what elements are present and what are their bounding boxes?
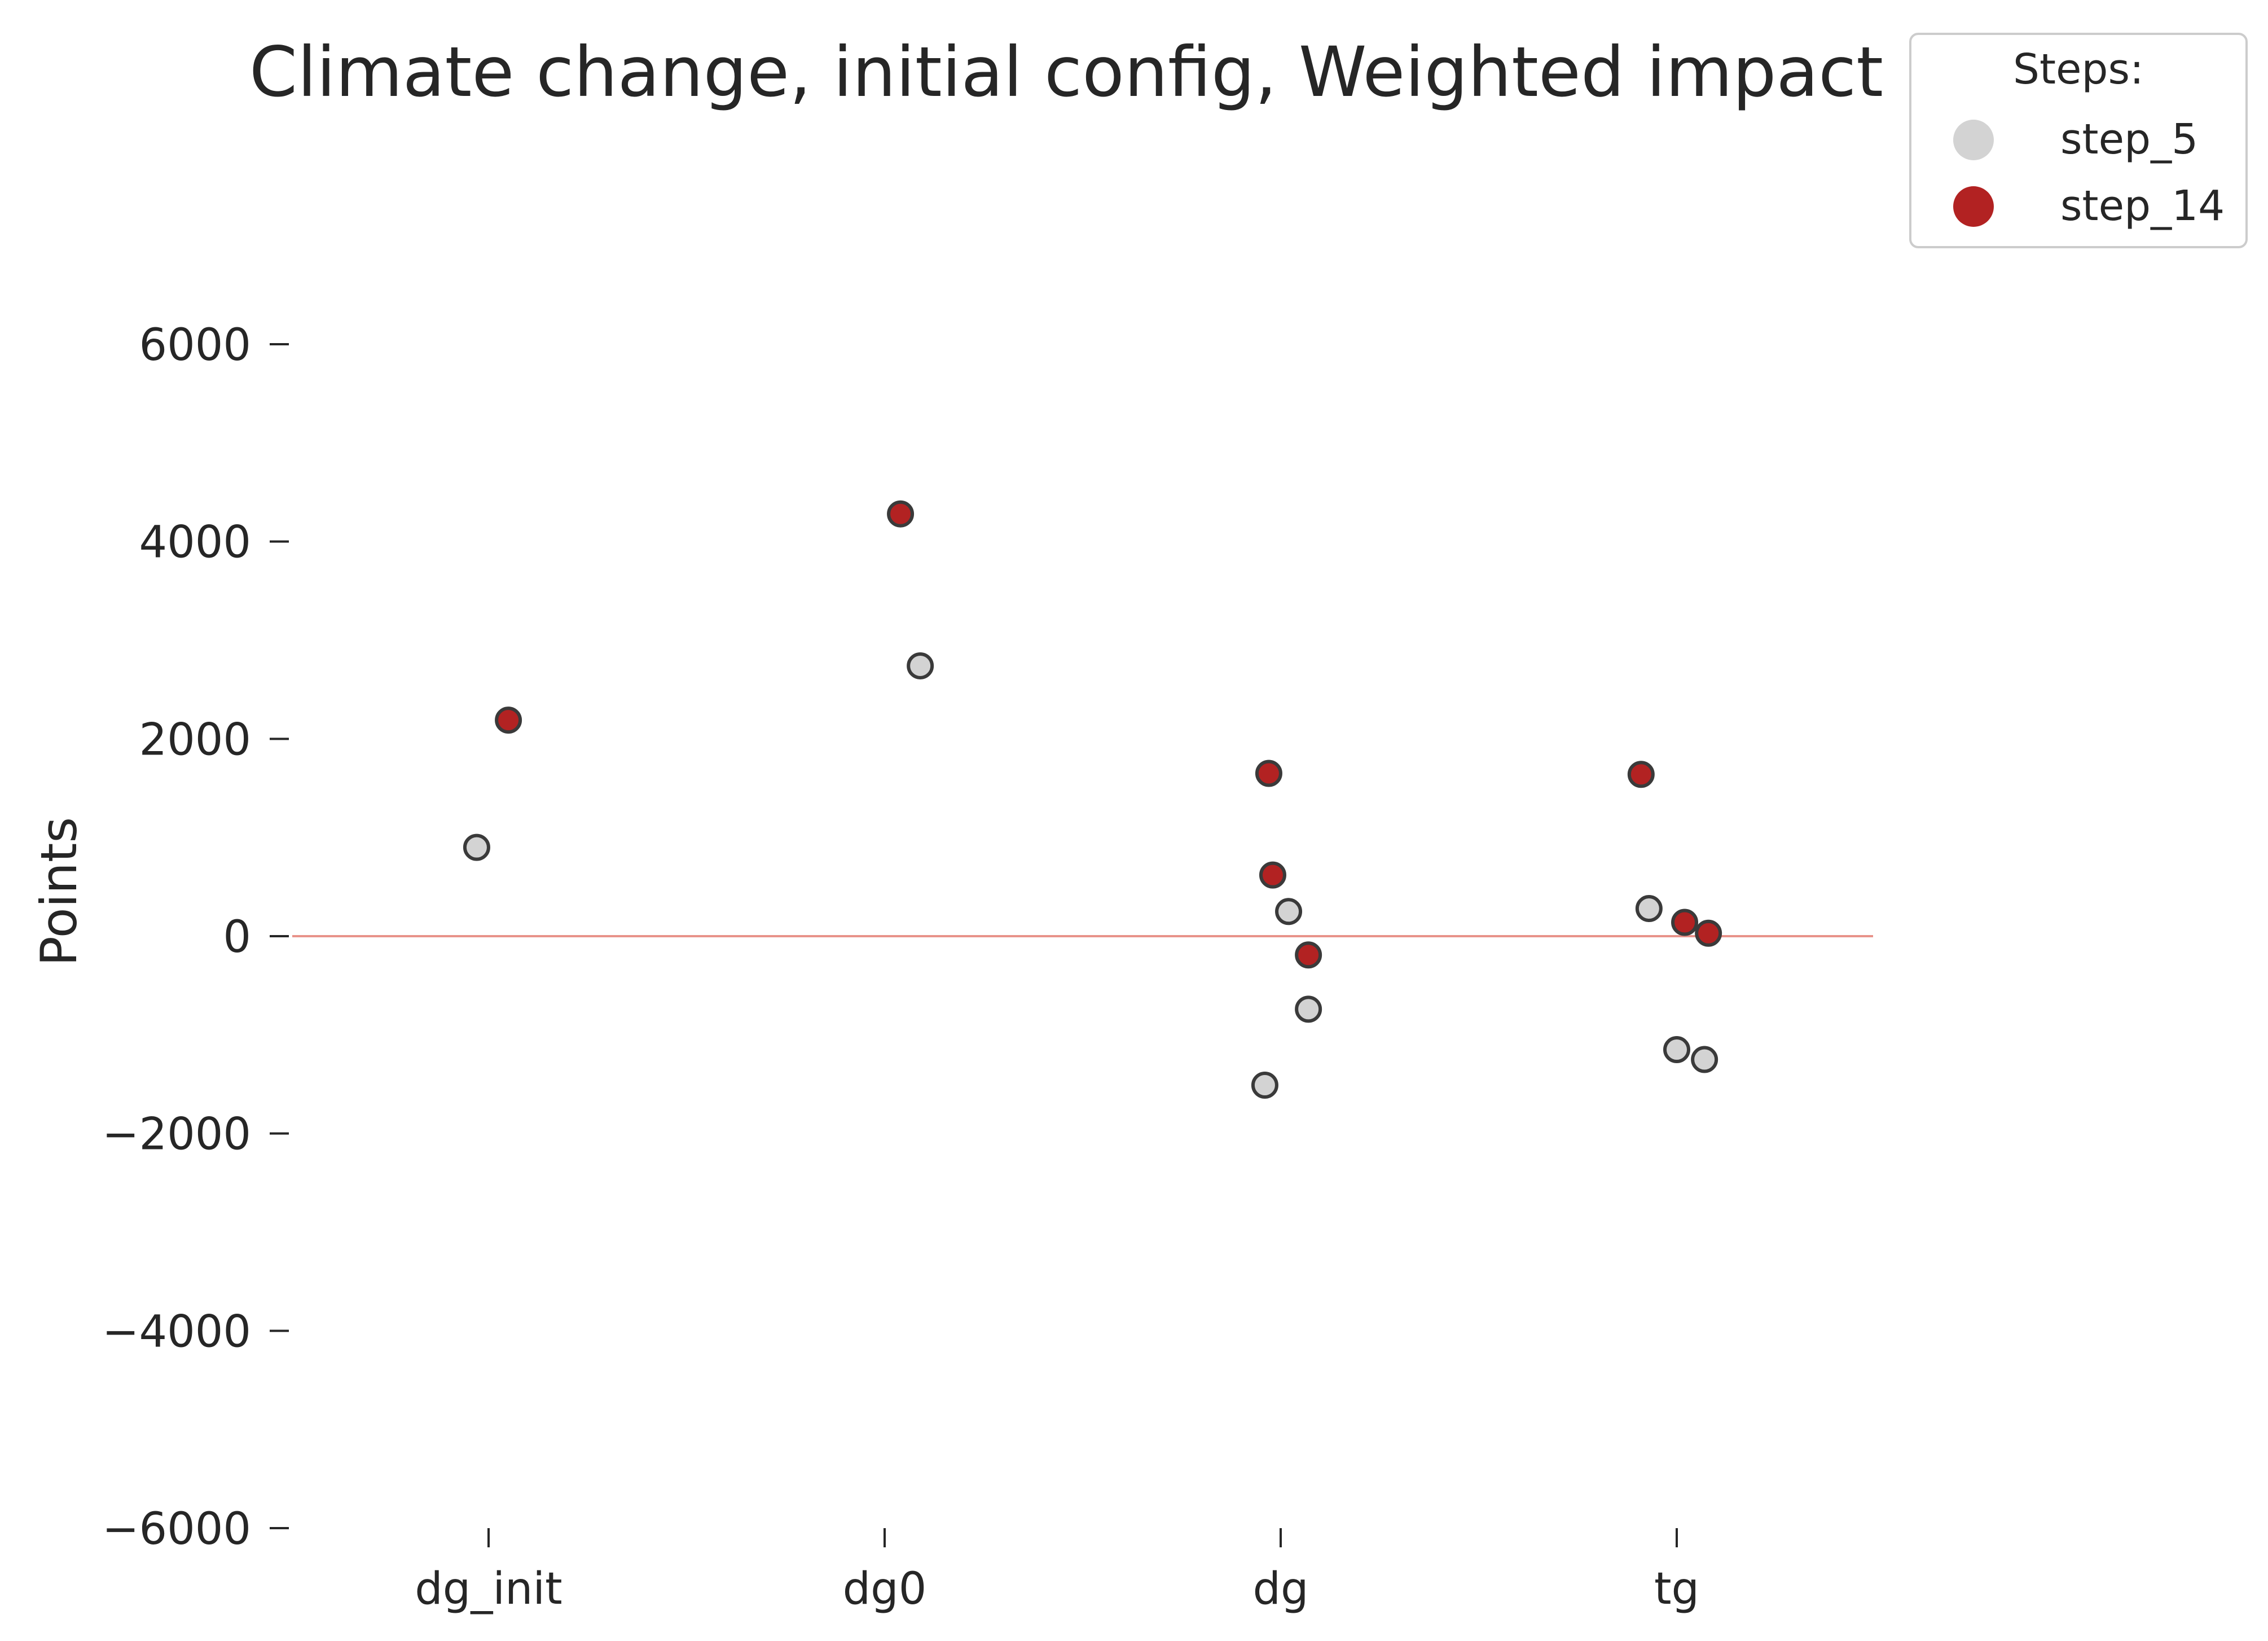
point-step-14 (1671, 909, 1699, 936)
point-step-5 (907, 652, 934, 679)
y-tick-label: −2000 (102, 1109, 251, 1160)
x-tick-label: tg (1654, 1564, 1699, 1614)
y-tick-label: −4000 (102, 1306, 251, 1357)
point-step-5 (1663, 1036, 1690, 1064)
point-step-5 (1275, 898, 1303, 925)
scatter-points (463, 500, 1722, 1099)
legend-label-step-5: step_5 (2060, 115, 2198, 164)
point-step-14 (495, 707, 522, 734)
y-tick-label: 6000 (139, 320, 251, 371)
y-tick-label: 4000 (139, 517, 251, 568)
legend-frame (1909, 33, 2248, 248)
point-step-5 (463, 833, 490, 861)
x-tick-label: dg (1252, 1564, 1308, 1614)
point-step-14 (1295, 941, 1322, 969)
point-step-5 (1691, 1046, 1718, 1073)
legend-marker-step-5 (1953, 120, 1994, 160)
y-axis-label: Points (30, 817, 88, 966)
y-axis: 6000 4000 2000 0 −2000 −4000 −6000 (102, 320, 289, 1555)
y-tick-label: −6000 (102, 1504, 251, 1555)
chart-title: Climate change, initial config, Weighted… (249, 32, 1883, 112)
y-tick-label: 0 (223, 912, 251, 963)
legend: Steps: step_5 step_14 (1909, 33, 2248, 248)
x-tick-label: dg0 (843, 1564, 927, 1614)
y-tick-label: 2000 (139, 714, 251, 765)
point-step-14 (887, 500, 915, 528)
point-step-5 (1635, 895, 1663, 923)
point-step-5 (1251, 1071, 1278, 1099)
x-tick-label: dg_init (415, 1564, 562, 1614)
point-step-14 (1627, 761, 1655, 788)
legend-title: Steps: (2013, 45, 2144, 94)
point-step-14 (1695, 919, 1722, 947)
legend-marker-step-14 (1953, 186, 1994, 227)
point-step-14 (1255, 760, 1282, 787)
legend-label-step-14: step_14 (2060, 182, 2225, 230)
point-step-14 (1259, 861, 1286, 889)
x-axis: dg_init dg0 dg tg (415, 1528, 1699, 1614)
point-step-5 (1295, 995, 1322, 1023)
